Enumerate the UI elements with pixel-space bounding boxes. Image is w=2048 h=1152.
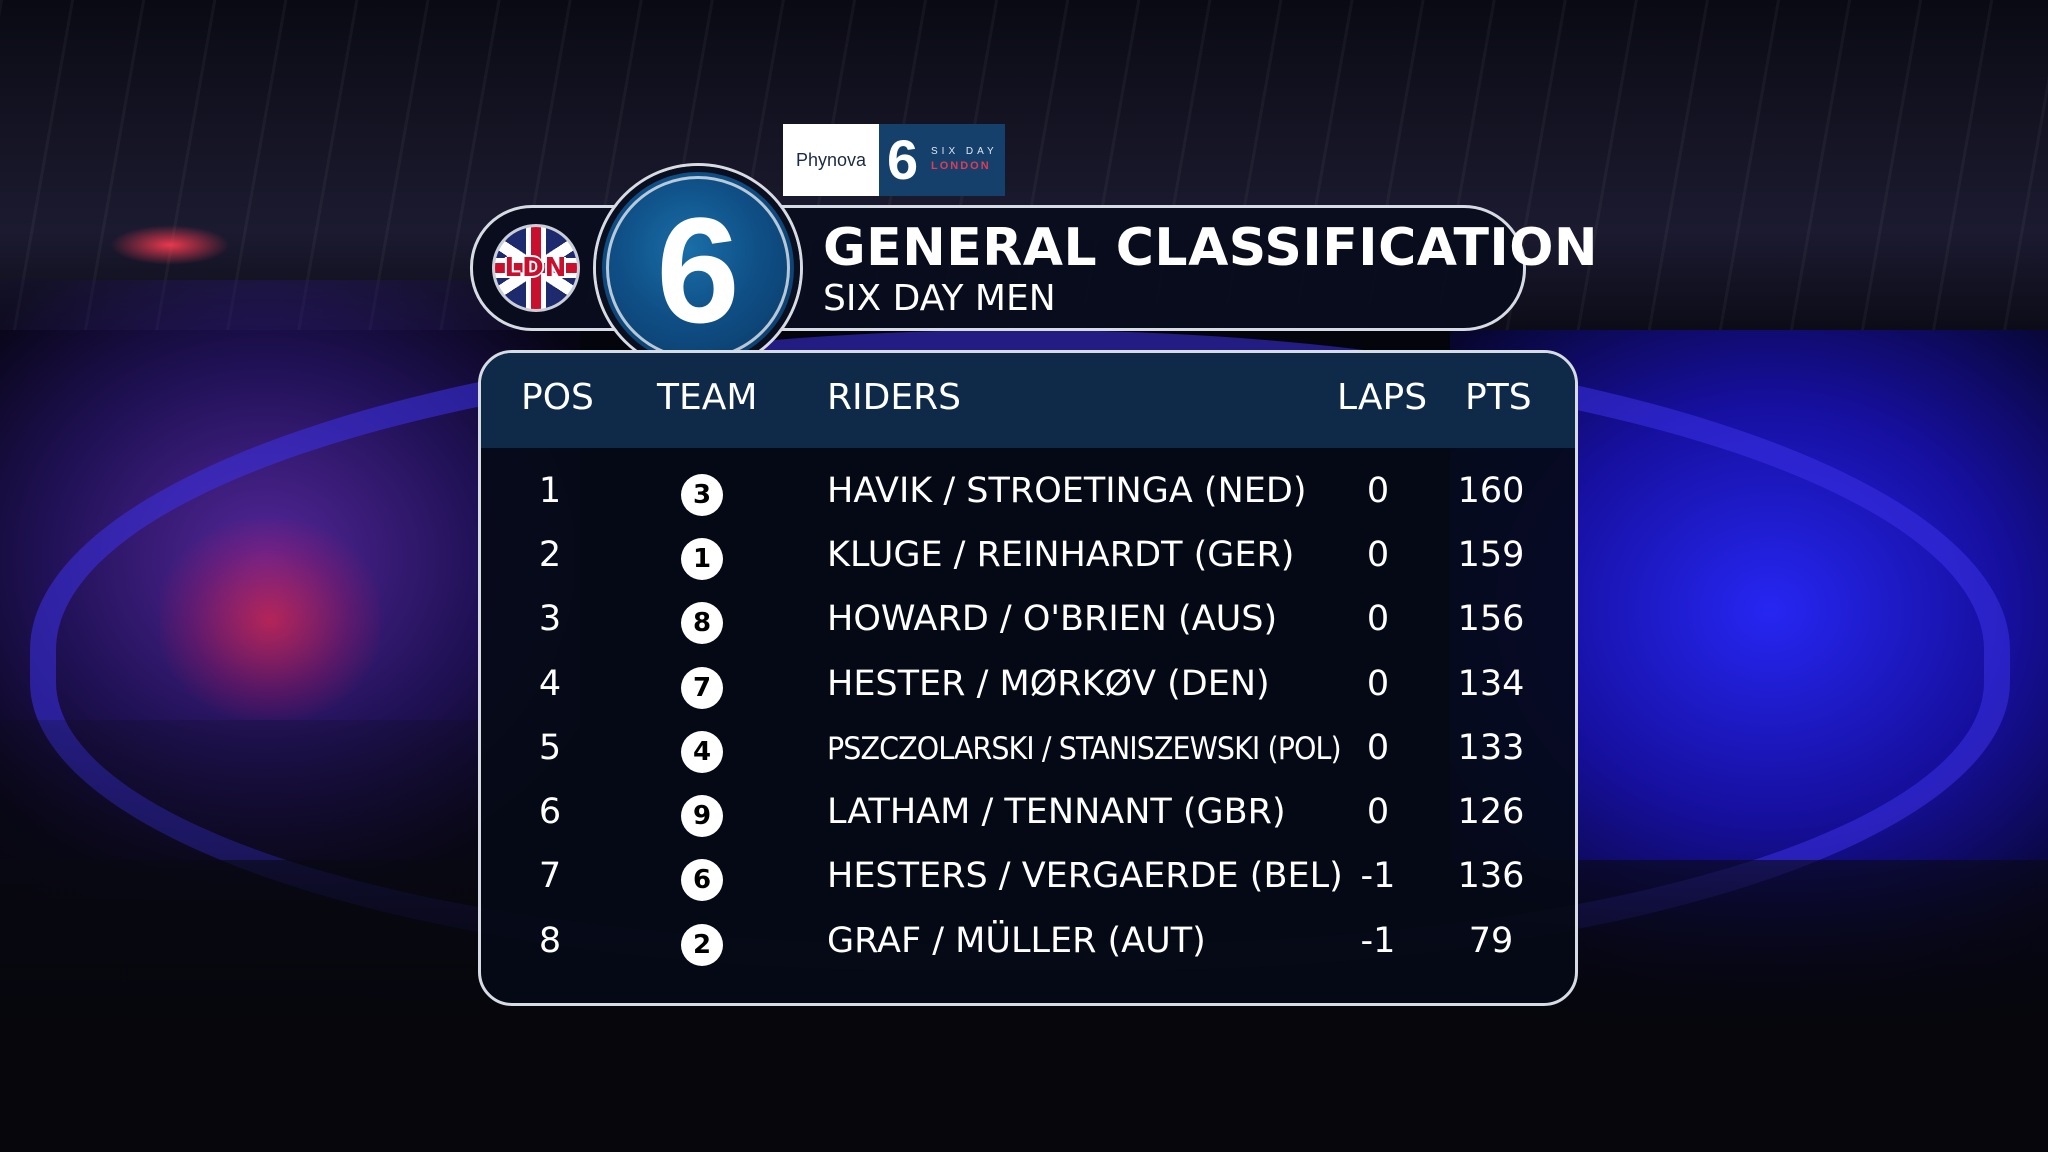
team-number-badge: 4 <box>681 731 723 773</box>
table-header: POS TEAM RIDERS LAPS PTS <box>481 353 1575 448</box>
sponsor-event-line2: LONDON <box>931 160 991 172</box>
row-pts: 126 <box>1457 792 1525 832</box>
ldn-union-jack-badge: LDN <box>492 224 580 312</box>
row-laps: 0 <box>1366 599 1390 639</box>
six-emblem-ring <box>606 176 790 360</box>
row-pts: 136 <box>1457 856 1525 896</box>
row-laps: -1 <box>1360 921 1396 961</box>
ldn-badge-text: LDN <box>504 253 568 283</box>
row-pos: 8 <box>538 921 562 961</box>
row-pos: 2 <box>538 535 562 575</box>
row-pts: 134 <box>1457 664 1525 704</box>
row-pts: 159 <box>1457 535 1525 575</box>
phynova-logo: Phynova <box>783 124 879 196</box>
sponsor-six-numeral: 6 <box>887 128 919 191</box>
table-row: 5 4 PSZCZOLARSKI / STANISZEWSKI (POL) 0 … <box>481 720 1575 784</box>
team-number-badge: 1 <box>681 538 723 580</box>
header-riders: RIDERS <box>827 377 961 418</box>
team-number-badge: 9 <box>681 795 723 837</box>
row-pts: 160 <box>1457 471 1525 511</box>
row-riders: PSZCZOLARSKI / STANISZEWSKI (POL) <box>827 731 1342 767</box>
table-row: 2 1 KLUGE / REINHARDT (GER) 0 159 <box>481 527 1575 591</box>
header-team: TEAM <box>657 377 758 418</box>
team-number-badge: 3 <box>681 474 723 516</box>
row-riders: HESTERS / VERGAERDE (BEL) <box>827 856 1343 896</box>
row-riders: LATHAM / TENNANT (GBR) <box>827 792 1286 832</box>
row-pos: 6 <box>538 792 562 832</box>
page-subtitle: SIX DAY MEN <box>823 278 1056 319</box>
table-row: 6 9 LATHAM / TENNANT (GBR) 0 126 <box>481 784 1575 848</box>
header-pos: POS <box>521 377 594 418</box>
row-riders: HESTER / MØRKØV (DEN) <box>827 664 1270 704</box>
row-pts: 79 <box>1468 921 1514 961</box>
row-laps: -1 <box>1360 856 1396 896</box>
row-riders: GRAF / MÜLLER (AUT) <box>827 921 1206 961</box>
standings-table: POS TEAM RIDERS LAPS PTS 1 3 HAVIK / STR… <box>478 350 1578 1006</box>
sponsor-logo: Phynova 6 SIX DAY LONDON <box>783 124 1005 196</box>
team-number-badge: 2 <box>681 924 723 966</box>
row-riders: KLUGE / REINHARDT (GER) <box>827 535 1295 575</box>
page-title: GENERAL CLASSIFICATION <box>823 218 1599 278</box>
row-pos: 5 <box>538 728 562 768</box>
header-laps: LAPS <box>1337 377 1428 418</box>
row-pts: 156 <box>1457 599 1525 639</box>
row-pts: 133 <box>1457 728 1525 768</box>
table-row: 1 3 HAVIK / STROETINGA (NED) 0 160 <box>481 463 1575 527</box>
table-row: 8 2 GRAF / MÜLLER (AUT) -1 79 <box>481 913 1575 977</box>
row-riders: HAVIK / STROETINGA (NED) <box>827 471 1307 511</box>
row-laps: 0 <box>1366 792 1390 832</box>
table-row: 4 7 HESTER / MØRKØV (DEN) 0 134 <box>481 656 1575 720</box>
row-laps: 0 <box>1366 535 1390 575</box>
team-number-badge: 8 <box>681 602 723 644</box>
row-pos: 3 <box>538 599 562 639</box>
row-laps: 0 <box>1366 664 1390 704</box>
row-pos: 1 <box>538 471 562 511</box>
team-number-badge: 7 <box>681 667 723 709</box>
sponsor-event-line1: SIX DAY <box>931 146 998 157</box>
six-day-london-logo: 6 SIX DAY LONDON <box>879 124 1005 196</box>
row-pos: 4 <box>538 664 562 704</box>
team-number-badge: 6 <box>681 859 723 901</box>
table-row: 3 8 HOWARD / O'BRIEN (AUS) 0 156 <box>481 591 1575 655</box>
row-pos: 7 <box>538 856 562 896</box>
header-pts: PTS <box>1465 377 1532 418</box>
sponsor-brand: Phynova <box>795 149 867 170</box>
row-laps: 0 <box>1366 471 1390 511</box>
row-riders: HOWARD / O'BRIEN (AUS) <box>827 599 1278 639</box>
row-laps: 0 <box>1366 728 1390 768</box>
table-row: 7 6 HESTERS / VERGAERDE (BEL) -1 136 <box>481 848 1575 912</box>
